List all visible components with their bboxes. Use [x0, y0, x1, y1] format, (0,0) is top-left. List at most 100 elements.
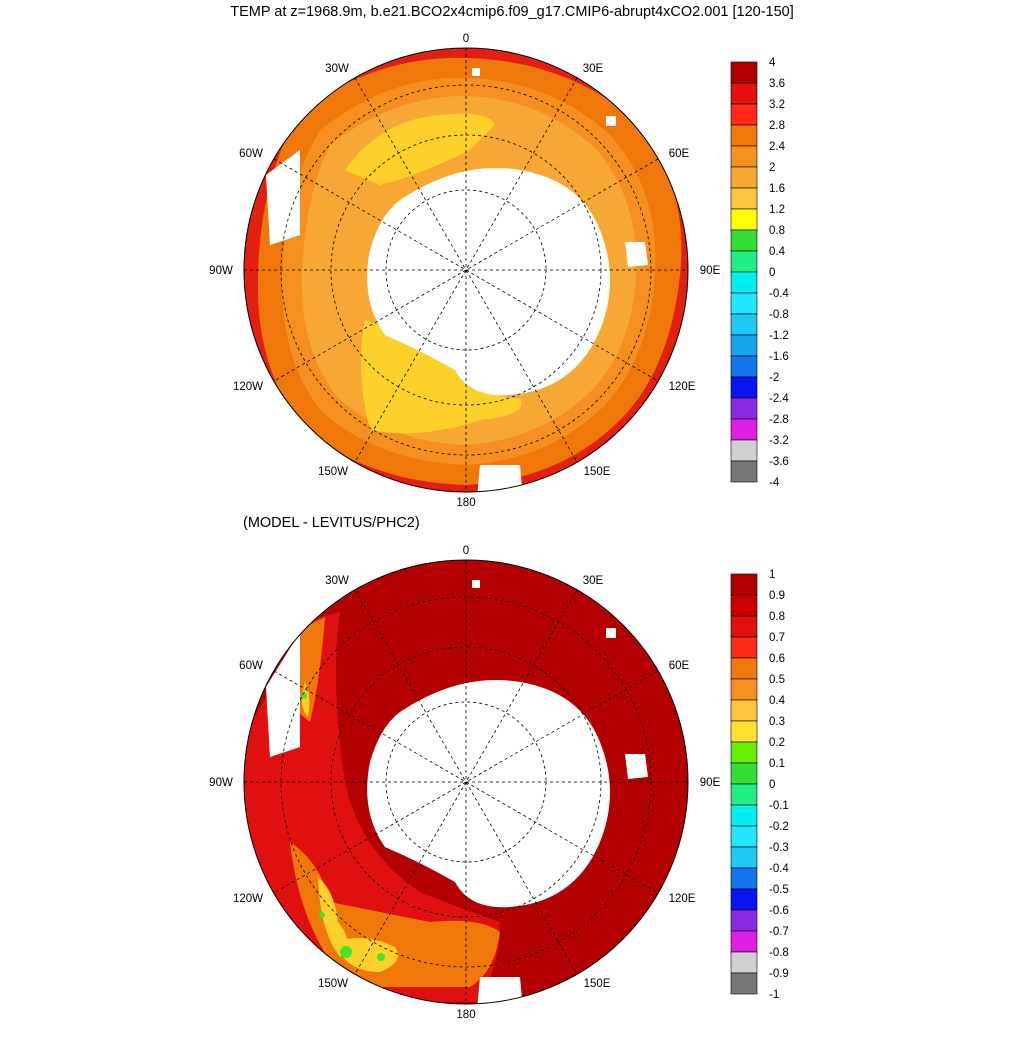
colorbar-top-tick-label: -3.6: [769, 456, 789, 468]
colorbar-top: 4 3.6 3.2 2.8 2.4 2 1.6 1.2 0.8 0.4 0 -0.4 -0.8 -1.2 -…: [730, 57, 789, 489]
lon-label-30e: 30E: [583, 575, 604, 587]
colorbar-bottom-swatch: [730, 762, 758, 785]
lon-label-60w: 60W: [239, 660, 263, 672]
colorbar-bottom-tick-label: -0.4: [769, 863, 789, 875]
colorbar-top-swatch: [730, 250, 758, 273]
lon-label-60e: 60E: [669, 660, 690, 672]
colorbar-top-swatch: [730, 313, 758, 336]
colorbar-top-swatch: [730, 187, 758, 210]
temperature-map-panel: 0 30E 60E 90E 120E 150E 180 150W 120W 90…: [0, 20, 1024, 532]
colorbar-bottom-tick-label: 0.7: [769, 632, 785, 644]
lon-label-150w: 150W: [318, 466, 348, 478]
temperature-map: 0 30E 60E 90E 120E 150E 180 150W 120W 90…: [209, 33, 789, 509]
colorbar-bottom-swatch: [730, 720, 758, 743]
lon-label-0: 0: [463, 33, 469, 45]
colorbar-top-tick-label: -2.4: [769, 393, 789, 405]
colorbar-top-swatch: [730, 418, 758, 441]
colorbar-bottom-tick-label: -0.9: [769, 968, 789, 980]
colorbar-bottom-tick-label: 0.3: [769, 716, 785, 728]
colorbar-top-swatch: [730, 229, 758, 252]
colorbar-top-swatch: [730, 439, 758, 462]
colorbar-bottom-swatch: [730, 699, 758, 722]
colorbar-top-tick-label: 3.2: [769, 99, 785, 111]
colorbar-bottom-tick-label: 0.6: [769, 653, 785, 665]
colorbar-bottom-tick-label: 0.5: [769, 674, 785, 686]
colorbar-bottom-tick-label: 0.9: [769, 590, 785, 602]
colorbar-top-swatch: [730, 292, 758, 315]
colorbar-bottom-swatch: [730, 804, 758, 827]
colorbar-bottom-tick-label: -0.2: [769, 821, 789, 833]
colorbar-top-tick-label: -4: [769, 477, 780, 489]
colorbar-bottom-swatch: [730, 573, 758, 596]
map-boundary: [243, 559, 689, 1005]
difference-subtitle: (MODEL - LEVITUS/PHC2): [243, 515, 420, 531]
colorbar-bottom-swatch: [730, 909, 758, 932]
lon-label-120w: 120W: [233, 893, 263, 905]
colorbar-top-swatch: [730, 460, 758, 483]
colorbar-bottom-swatch: [730, 951, 758, 974]
lon-label-0: 0: [463, 545, 469, 557]
colorbar-bottom-swatch: [730, 825, 758, 848]
colorbar-top-tick-label: 0.8: [769, 225, 785, 237]
colorbar-top-tick-label: 0: [769, 267, 775, 279]
colorbar-bottom-swatch: [730, 636, 758, 659]
lon-label-180: 180: [456, 497, 475, 509]
lon-label-90w: 90W: [209, 777, 233, 789]
colorbar-bottom-swatch: [730, 972, 758, 995]
map-boundary: [243, 47, 689, 493]
colorbar-top-swatch: [730, 166, 758, 189]
colorbar-bottom-tick-label: -0.3: [769, 842, 789, 854]
colorbar-bottom-tick-label: 0.4: [769, 695, 786, 707]
lon-label-120e: 120E: [669, 381, 696, 393]
colorbar-top-tick-label: 1.2: [769, 204, 785, 216]
colorbar-bottom-swatch: [730, 741, 758, 764]
colorbar-bottom: 1 0.9 0.8 0.7 0.6 0.5 0.4 0.3 0.2 0.1 0 -0.1 -0.2 -0.…: [730, 569, 789, 1001]
colorbar-bottom-swatch: [730, 594, 758, 617]
lon-label-150e: 150E: [584, 978, 611, 990]
colorbar-top-tick-label: 2.8: [769, 120, 785, 132]
lon-label-120e: 120E: [669, 893, 696, 905]
lon-label-90e: 90E: [700, 777, 721, 789]
lon-label-120w: 120W: [233, 381, 263, 393]
lon-label-180: 180: [456, 1009, 475, 1021]
colorbar-top-swatch: [730, 376, 758, 399]
colorbar-bottom-tick-label: -1: [769, 989, 779, 1001]
colorbar-top-tick-label: 4: [769, 57, 776, 69]
lon-label-150e: 150E: [584, 466, 611, 478]
lon-label-60w: 60W: [239, 148, 263, 160]
colorbar-bottom-tick-label: 0.8: [769, 611, 785, 623]
plot-title: TEMP at z=1968.9m, b.e21.BCO2x4cmip6.f09…: [230, 4, 794, 20]
colorbar-top-swatch: [730, 82, 758, 105]
colorbar-top-tick-label: 0.4: [769, 246, 786, 258]
colorbar-top-swatch: [730, 355, 758, 378]
colorbar-bottom-tick-label: -0.6: [769, 905, 789, 917]
colorbar-top-tick-label: 1.6: [769, 183, 785, 195]
colorbar-bottom-swatch: [730, 888, 758, 911]
colorbar-top-swatch: [730, 397, 758, 420]
lon-label-30e: 30E: [583, 63, 604, 75]
graticule: [244, 560, 688, 1004]
longitude-labels: 0 30E 60E 90E 120E 150E 180 150W 120W 90…: [209, 545, 720, 1021]
colorbar-top-swatch: [730, 334, 758, 357]
lon-label-30w: 30W: [325, 63, 349, 75]
lon-label-150w: 150W: [318, 978, 348, 990]
colorbar-top-tick-label: -2.8: [769, 414, 789, 426]
colorbar-top-tick-label: 2.4: [769, 141, 786, 153]
graticule: [244, 48, 688, 492]
colorbar-top-tick-label: -3.2: [769, 435, 789, 447]
colorbar-top-swatch: [730, 103, 758, 126]
temperature-field: [244, 48, 688, 492]
colorbar-top-swatch: [730, 61, 758, 84]
colorbar-top-tick-label: -1.6: [769, 351, 789, 363]
colorbar-top-swatch: [730, 208, 758, 231]
lon-label-90e: 90E: [700, 265, 721, 277]
difference-map-panel: 0 30E 60E 90E 120E 150E 180 150W 120W 90…: [0, 532, 1024, 1044]
difference-map: 0 30E 60E 90E 120E 150E 180 150W 120W 90…: [209, 545, 789, 1021]
colorbar-bottom-swatch: [730, 930, 758, 953]
colorbar-top-tick-label: -0.4: [769, 288, 789, 300]
colorbar-bottom-tick-label: -0.8: [769, 947, 789, 959]
lon-label-30w: 30W: [325, 575, 349, 587]
colorbar-bottom-swatch: [730, 846, 758, 869]
lon-label-90w: 90W: [209, 265, 233, 277]
colorbar-bottom-swatch: [730, 678, 758, 701]
